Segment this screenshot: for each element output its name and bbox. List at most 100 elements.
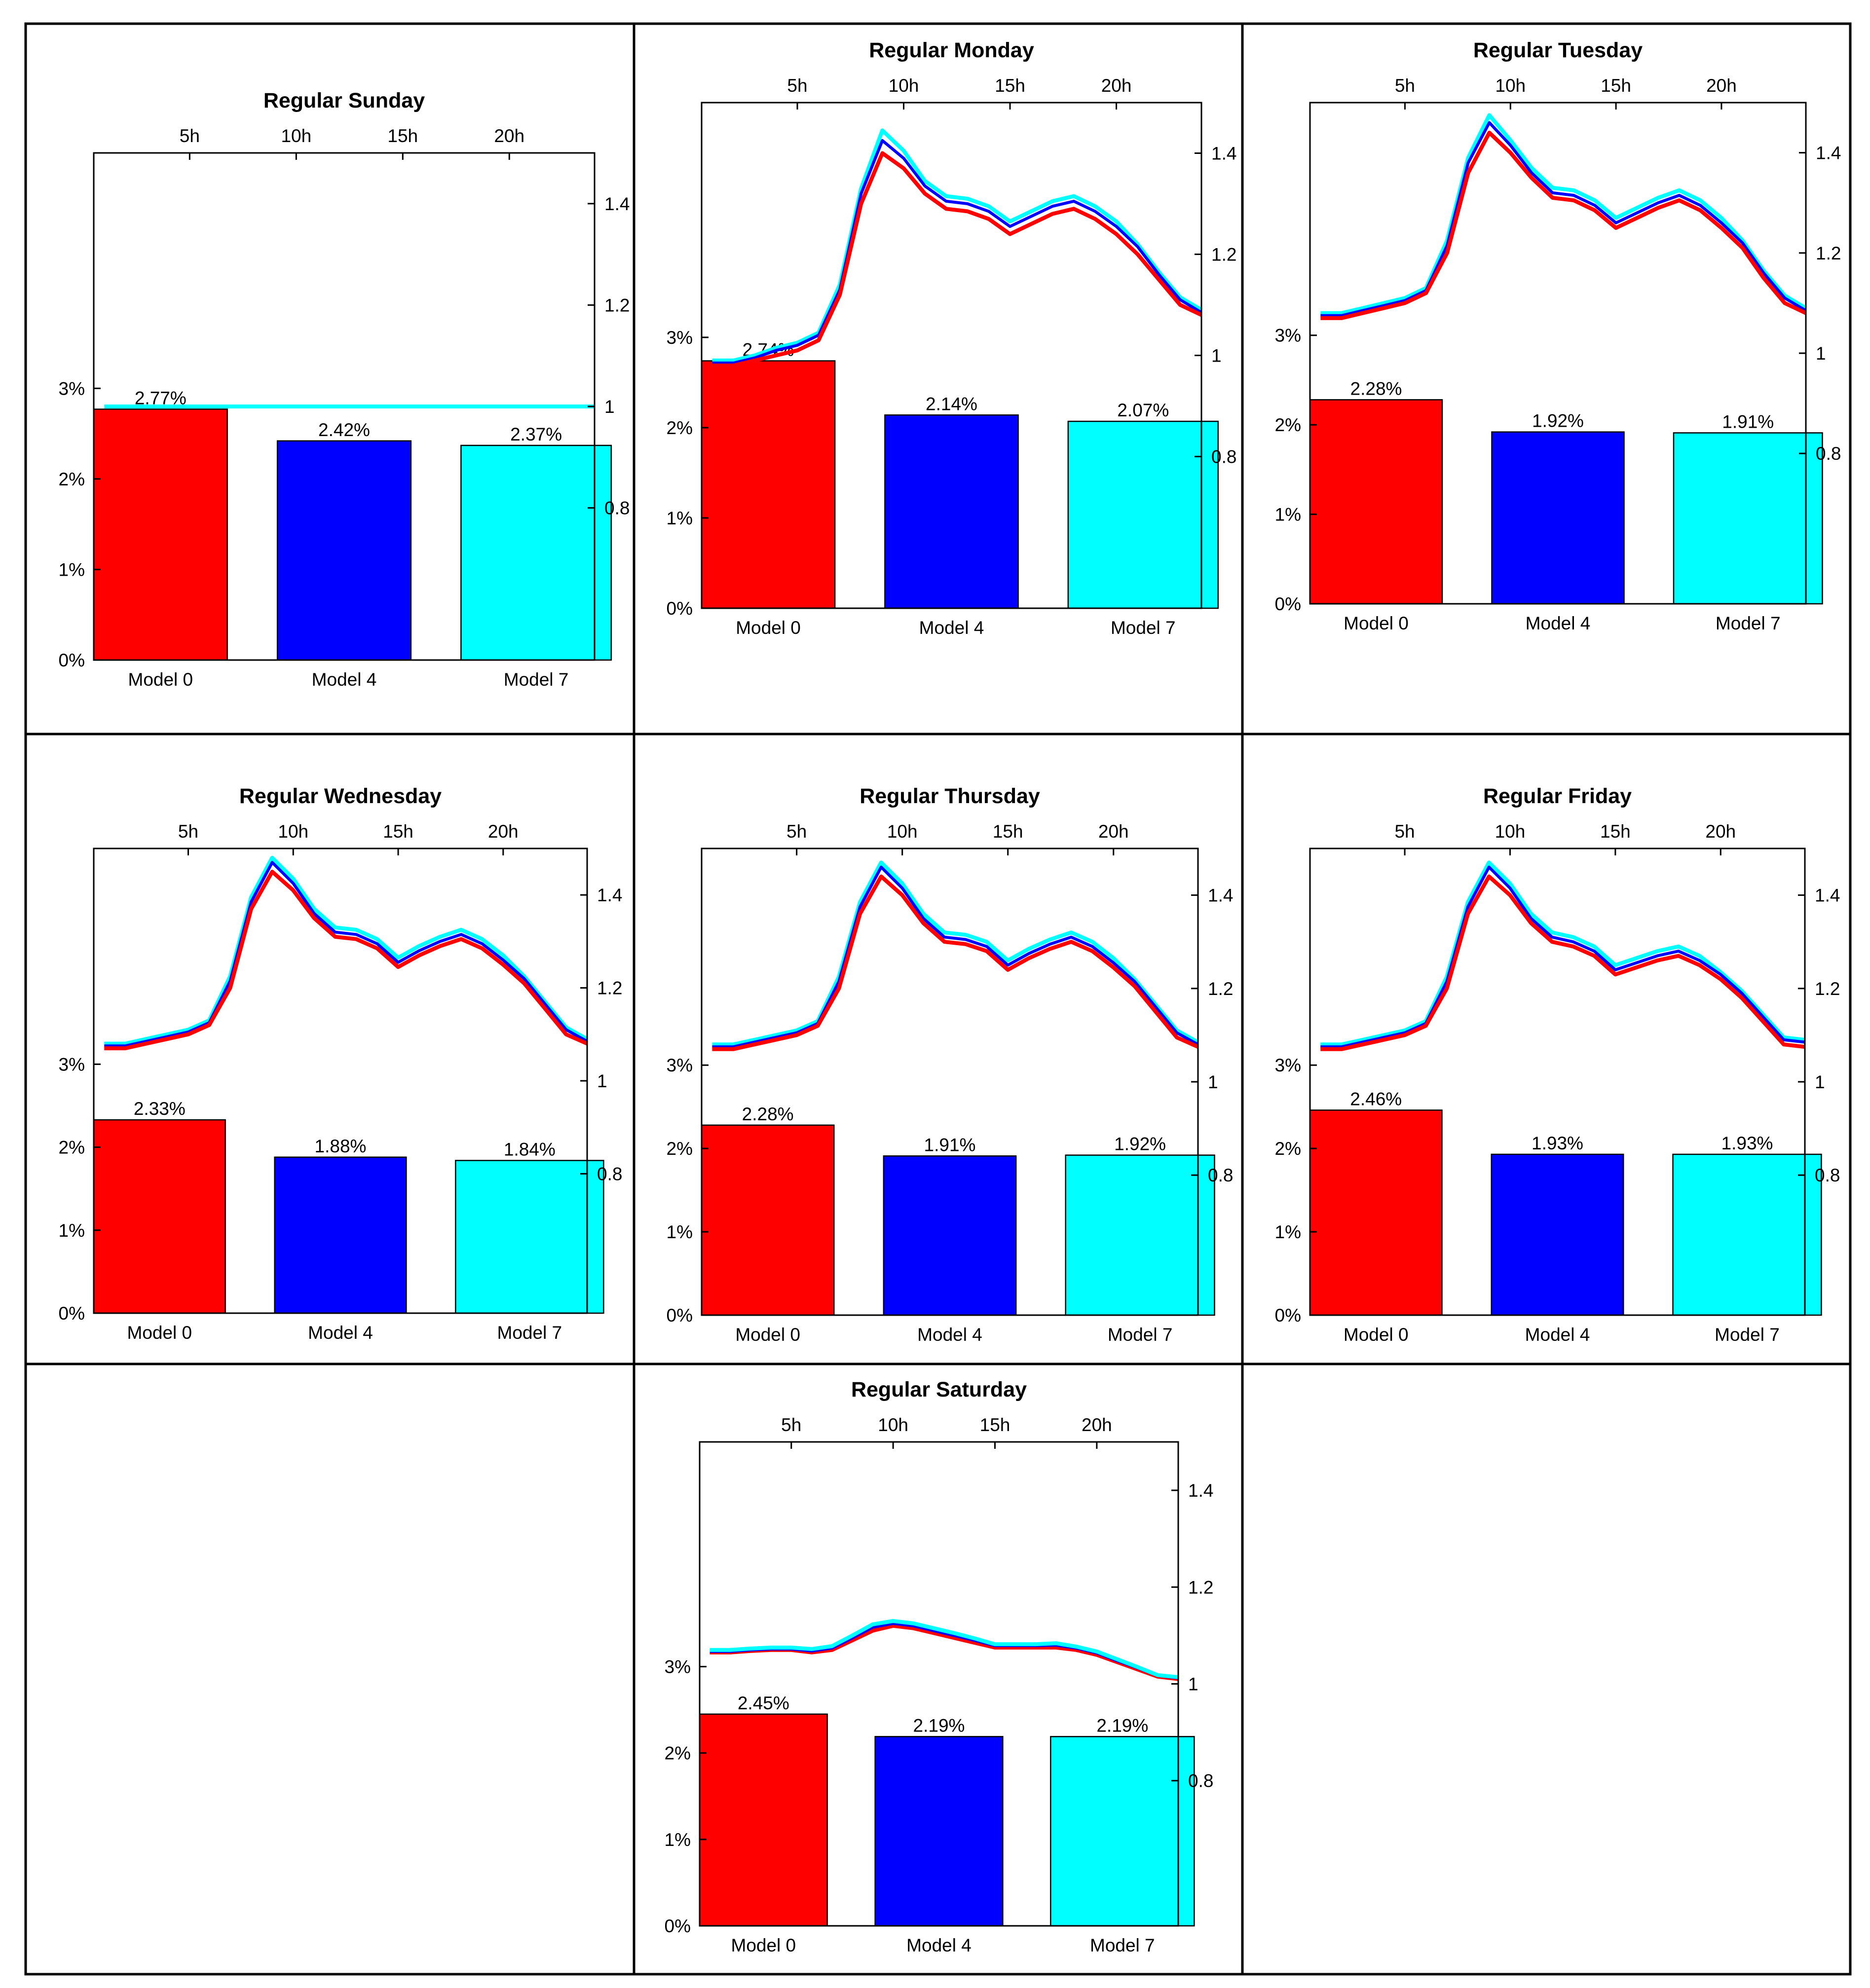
chart-title: Regular Monday (869, 38, 1034, 62)
bar (455, 1160, 604, 1314)
chart-panel: Regular Friday 2.46% Model 0 1.93% Model 4 1.… (1275, 784, 1840, 1345)
bar-category-label: Model 4 (1526, 613, 1591, 633)
left-tick-label: 2% (59, 469, 85, 489)
bar-value-label: 1.92% (1114, 1134, 1166, 1154)
right-tick-label: 1.4 (604, 194, 630, 214)
left-tick-label: 2% (667, 1139, 693, 1159)
top-tick-label: 10h (1495, 821, 1526, 842)
right-tick-label: 1 (1188, 1674, 1198, 1694)
bar-category-label: Model 4 (906, 1935, 972, 1955)
top-tick-label: 15h (980, 1415, 1010, 1435)
left-tick-label: 0% (667, 598, 693, 619)
right-tick-label: 1 (597, 1071, 607, 1091)
left-tick-label: 3% (665, 1657, 691, 1677)
panel-grid (24, 22, 1852, 1976)
left-tick-label: 0% (59, 1303, 85, 1324)
bar-value-label: 2.07% (1117, 400, 1169, 420)
bar-value-label: 1.92% (1532, 411, 1584, 431)
bar-category-label: Model 4 (1525, 1325, 1590, 1345)
right-tick-label: 1.4 (1208, 885, 1233, 906)
bar-category-label: Model 7 (1715, 1325, 1780, 1345)
series-line-model0 (1320, 131, 1807, 320)
top-tick-label: 5h (787, 75, 807, 96)
series-line-model7 (710, 1619, 1179, 1679)
left-tick-label: 3% (59, 378, 85, 399)
right-tick-label: 1.2 (604, 295, 630, 315)
right-tick-label: 1.2 (597, 978, 622, 998)
top-tick-label: 15h (1601, 75, 1631, 96)
bar (1309, 399, 1443, 605)
right-tick-label: 1.2 (1815, 979, 1840, 999)
top-tick-label: 15h (387, 126, 418, 146)
right-tick-label: 0.8 (1208, 1165, 1233, 1185)
bar-category-label: Model 4 (917, 1325, 982, 1345)
bar-category-label: Model 0 (1344, 1325, 1409, 1345)
bar-category-label: Model 7 (1108, 1325, 1173, 1345)
series-line-model7 (712, 128, 1203, 363)
right-tick-label: 0.8 (604, 498, 630, 518)
bar (1050, 1736, 1195, 1927)
series-line-model0 (104, 870, 588, 1051)
top-tick-label: 20h (494, 126, 524, 146)
bar-value-label: 2.37% (510, 424, 562, 444)
series-line-model7 (1320, 113, 1807, 315)
chart-title: Regular Saturday (851, 1378, 1027, 1401)
right-tick-label: 1.4 (597, 885, 622, 905)
series-line-model0 (1320, 874, 1805, 1051)
right-tick-label: 0.8 (597, 1164, 622, 1184)
top-tick-label: 15h (383, 821, 413, 842)
bar-category-label: Model 0 (1344, 613, 1409, 633)
bar-value-label: 2.19% (913, 1715, 965, 1735)
bar-category-label: Model 0 (736, 618, 801, 638)
left-tick-label: 1% (1275, 1222, 1301, 1242)
bar-category-label: Model 0 (127, 1323, 192, 1343)
bar-category-label: Model 7 (504, 669, 569, 690)
bar (276, 440, 412, 661)
right-tick-label: 1 (604, 397, 615, 417)
series-line-model7 (104, 855, 588, 1046)
right-tick-label: 1.2 (1211, 245, 1236, 265)
chart-panel: Regular Wednesday 2.33% Model 0 1.88% Model … (59, 784, 623, 1343)
series-line-model4 (1320, 865, 1805, 1049)
bar (1491, 1153, 1624, 1316)
left-tick-label: 1% (1275, 505, 1301, 525)
bar (93, 1119, 226, 1314)
top-tick-label: 15h (995, 75, 1025, 96)
right-tick-label: 1 (1816, 343, 1826, 364)
left-tick-label: 0% (1275, 594, 1301, 614)
bar-category-label: Model 4 (308, 1323, 373, 1343)
top-tick-label: 20h (488, 821, 519, 842)
top-tick-label: 10h (281, 126, 311, 146)
top-tick-label: 5h (178, 821, 198, 842)
right-tick-label: 0.8 (1211, 447, 1236, 467)
left-tick-label: 3% (59, 1054, 85, 1074)
bar-category-label: Model 7 (497, 1323, 562, 1343)
chart-title: Regular Thursday (860, 784, 1040, 808)
top-tick-label: 20h (1101, 75, 1132, 96)
bar (274, 1156, 407, 1314)
bar-category-label: Model 7 (1716, 613, 1781, 633)
top-tick-label: 10h (1495, 75, 1526, 96)
right-tick-label: 1 (1815, 1072, 1825, 1092)
right-tick-label: 1.2 (1208, 979, 1233, 999)
bar (93, 408, 228, 661)
bar (1065, 1154, 1215, 1316)
bar (701, 1124, 835, 1316)
bar-value-label: 2.46% (1350, 1089, 1402, 1109)
left-tick-label: 2% (665, 1743, 691, 1764)
left-tick-label: 0% (665, 1916, 691, 1936)
top-tick-label: 10h (887, 821, 918, 842)
left-tick-label: 2% (1275, 1139, 1301, 1159)
top-tick-label: 5h (786, 821, 807, 842)
right-tick-label: 1.4 (1211, 144, 1236, 164)
bar (1673, 432, 1823, 605)
top-tick-label: 10h (278, 821, 308, 842)
top-tick-label: 20h (1098, 821, 1129, 842)
bar (884, 414, 1019, 609)
left-tick-label: 3% (667, 328, 693, 348)
right-tick-label: 1.4 (1816, 143, 1841, 163)
bar-category-label: Model 4 (312, 669, 377, 690)
right-tick-label: 1.2 (1188, 1577, 1213, 1597)
bar-category-label: Model 0 (128, 669, 193, 690)
